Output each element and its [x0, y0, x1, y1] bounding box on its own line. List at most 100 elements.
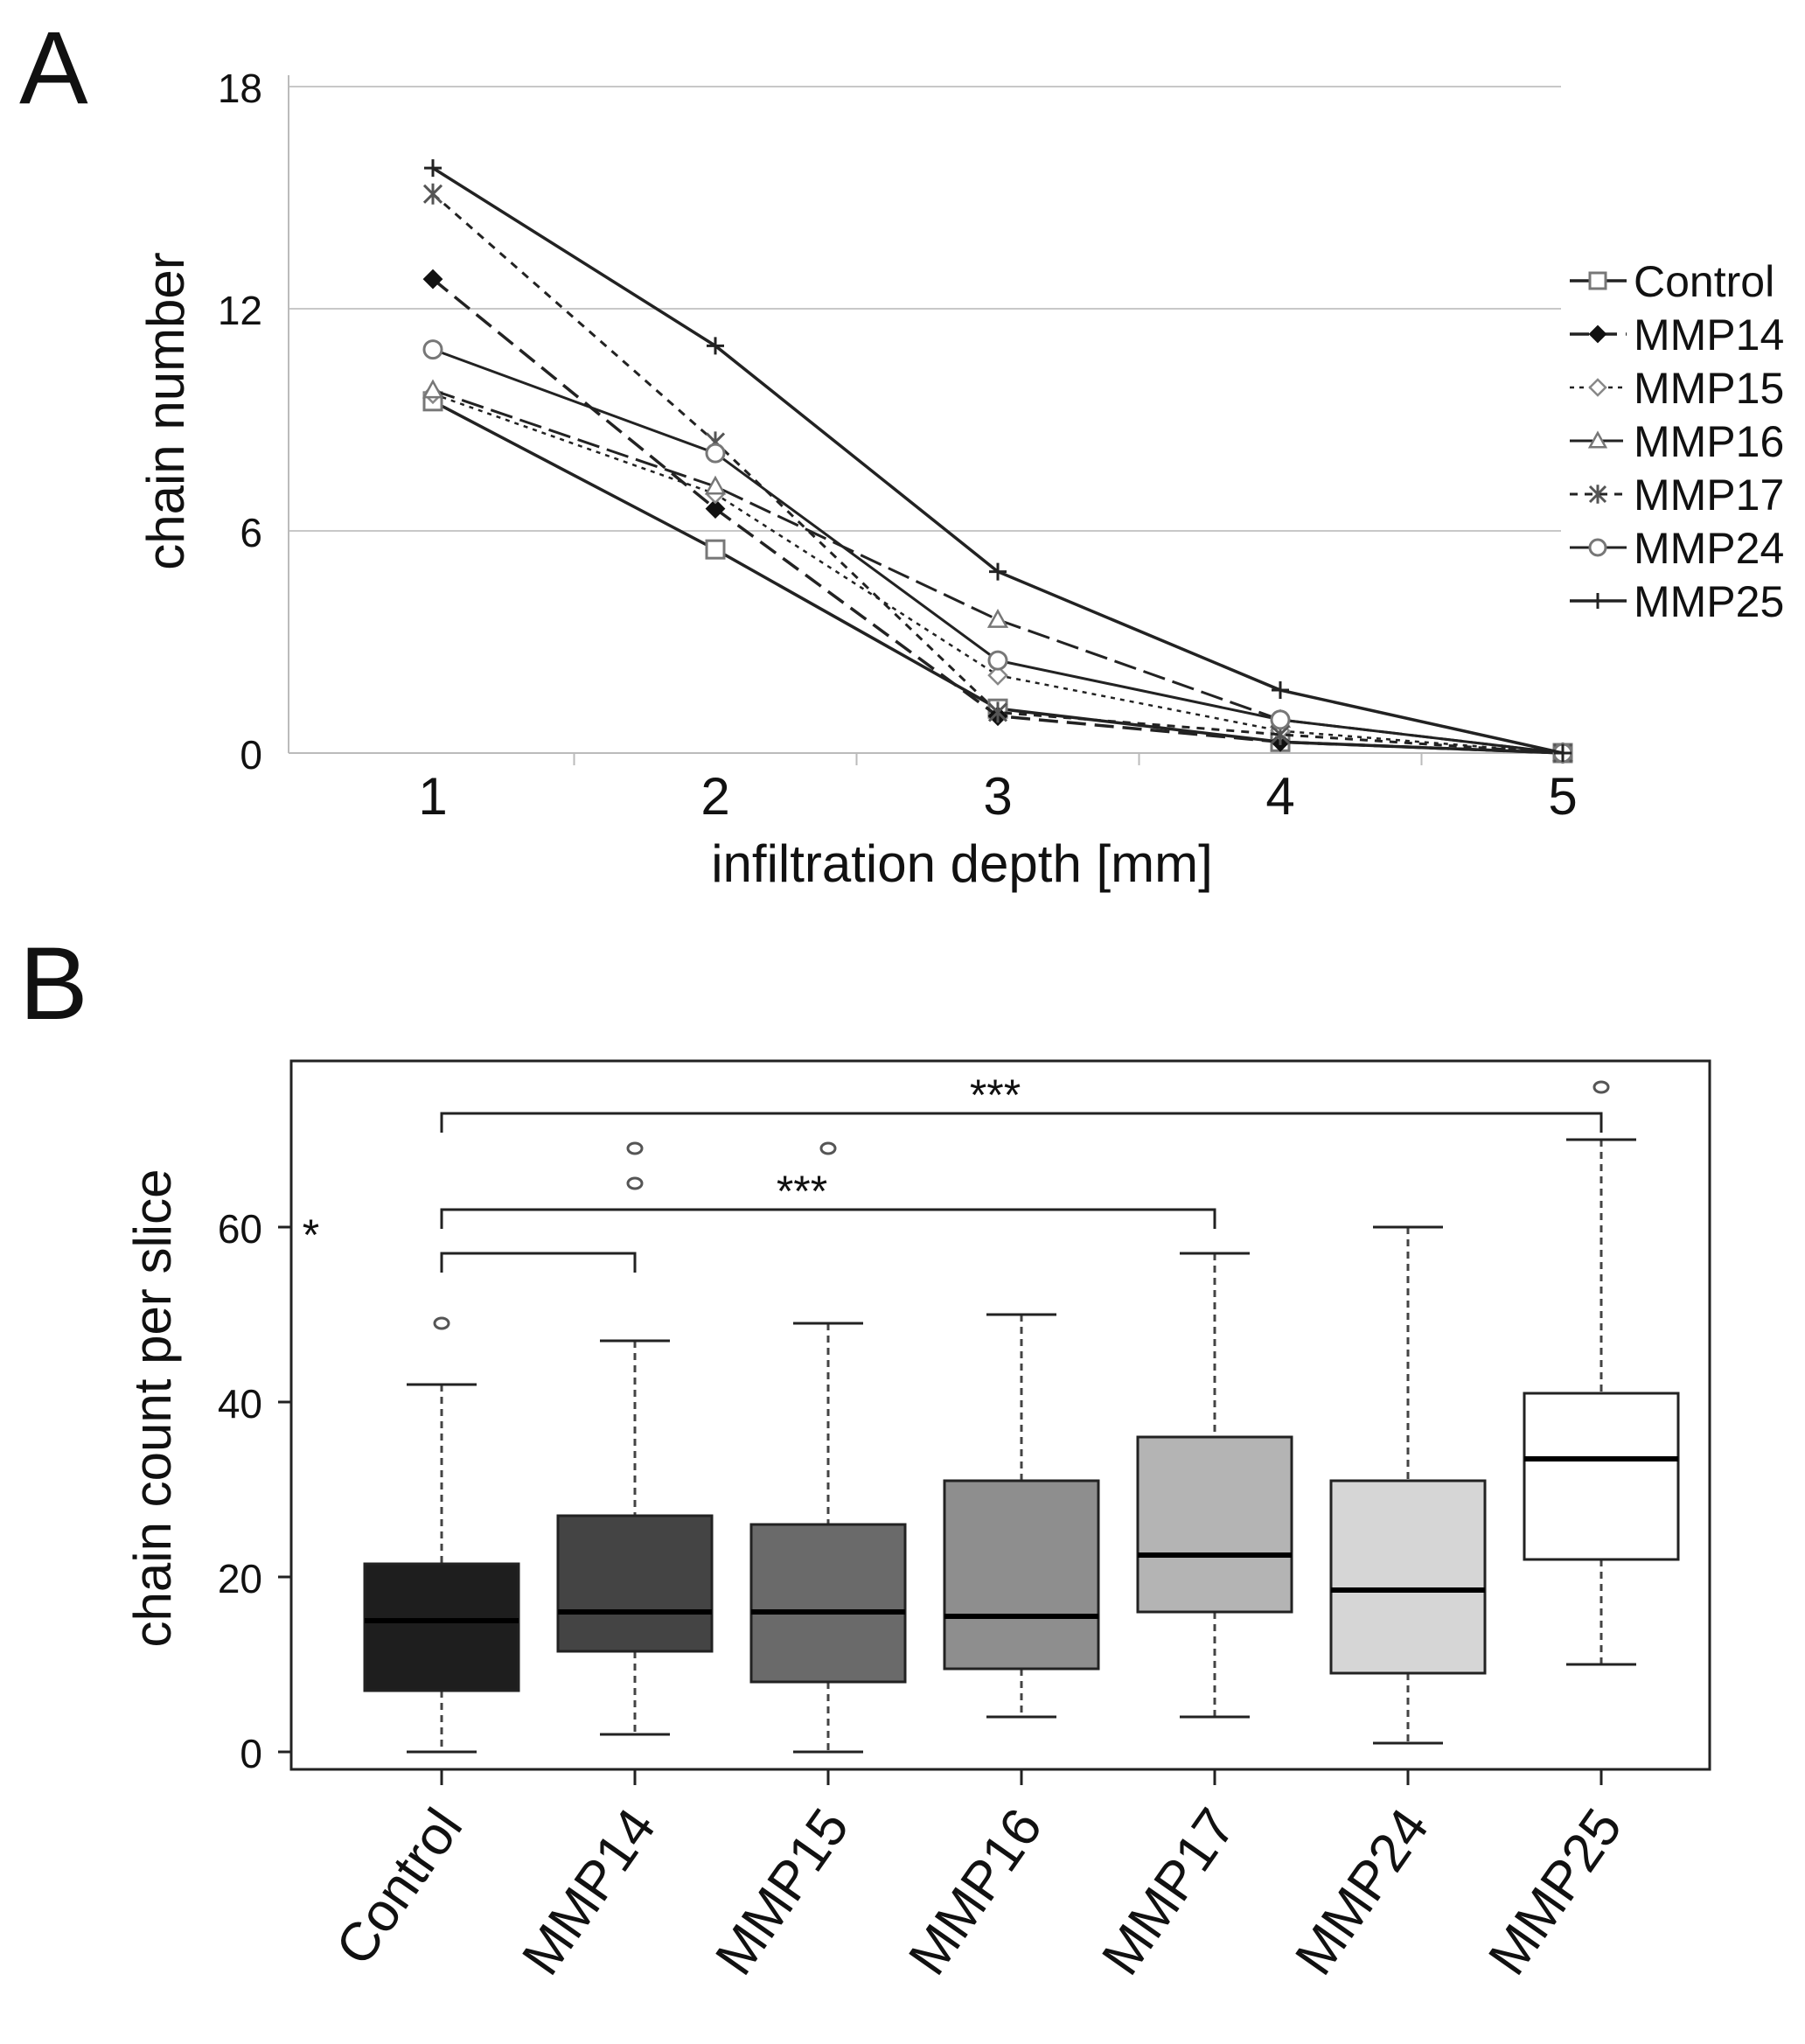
star-marker [1588, 485, 1607, 504]
filled-diamond-marker [422, 269, 443, 290]
box-mmp16 [943, 1313, 1100, 1785]
box-control [363, 1316, 520, 1785]
x-tick-label: MMP15 [704, 1798, 861, 1986]
y-tick-label: 60 [218, 1206, 262, 1252]
series-mmp24 [422, 339, 1573, 764]
box-mmp25 [1523, 1080, 1680, 1785]
x-tick-labels: 1 2 3 4 5 [418, 767, 1577, 826]
series-line [432, 348, 1564, 755]
legend-item: MMP17 [1570, 471, 1784, 520]
plus-marker [424, 159, 442, 178]
legend-label: MMP25 [1634, 577, 1784, 626]
x-tick-label: 4 [1265, 767, 1294, 826]
legend-item: MMP14 [1570, 310, 1784, 359]
y-axis-label: chain number [136, 252, 195, 570]
star-marker [422, 183, 443, 205]
iqr-box [1136, 1435, 1293, 1614]
outlier-point [819, 1141, 837, 1155]
significance-label: *** [777, 1167, 827, 1216]
box-mmp24 [1329, 1225, 1487, 1785]
x-tick-label: MMP25 [1477, 1798, 1634, 1986]
iqr-box [1329, 1479, 1487, 1675]
bracket-line [440, 1208, 1216, 1229]
box-mmp15 [749, 1141, 907, 1785]
triangle-marker [422, 379, 444, 399]
x-tick-label: 5 [1548, 767, 1577, 826]
significance-brackets: ******* [303, 1071, 1603, 1273]
legend-label: MMP15 [1634, 364, 1784, 413]
gridlines [289, 86, 1561, 532]
y-tick-label: 20 [218, 1556, 262, 1601]
filled-diamond-marker [1588, 324, 1607, 344]
star-marker [987, 701, 1008, 723]
legend-item: MMP24 [1570, 524, 1784, 573]
x-tick-label: MMP24 [1284, 1798, 1440, 1986]
series-line [432, 388, 1564, 755]
y-tick-label: 12 [218, 288, 262, 333]
circle-marker [1588, 538, 1607, 557]
legend-label: MMP24 [1634, 524, 1784, 573]
legend-label: MMP17 [1634, 471, 1784, 520]
outlier-point [1592, 1080, 1610, 1094]
square-marker [1588, 271, 1607, 290]
plus-marker [707, 337, 724, 355]
significance-bracket: *** [440, 1167, 1216, 1229]
panel-b-label: B [19, 926, 88, 1042]
x-tick-label: MMP17 [1091, 1798, 1247, 1986]
diamond-marker [987, 665, 1008, 686]
circle-marker [987, 650, 1008, 671]
significance-label: *** [970, 1071, 1021, 1120]
x-axis-label: infiltration depth [mm] [711, 834, 1213, 893]
outlier-point [626, 1141, 644, 1155]
legend-item: Control [1570, 257, 1774, 306]
series-mmp25 [424, 159, 1572, 762]
outlier-point [433, 1316, 450, 1330]
circle-marker [705, 443, 726, 464]
panel-a-label: A [19, 10, 88, 126]
iqr-box [943, 1479, 1100, 1671]
outlier-point [626, 1176, 644, 1190]
filled-diamond-marker [705, 499, 726, 520]
axes [288, 75, 1561, 765]
y-tick-label: 0 [240, 1731, 262, 1776]
triangle-marker [704, 475, 727, 495]
legend-item: MMP25 [1570, 577, 1784, 626]
x-tick-label: Control [324, 1798, 474, 1976]
triangle-marker [986, 609, 1009, 628]
bracket-line [440, 1252, 637, 1273]
plus-marker [1272, 681, 1289, 700]
legend-item: MMP16 [1570, 417, 1784, 466]
y-tick-label: 6 [240, 510, 262, 555]
x-tick-label: MMP16 [897, 1798, 1054, 1986]
legend-label: MMP16 [1634, 417, 1784, 466]
iqr-box [556, 1514, 714, 1653]
y-axis-label: chain count per slice [123, 1169, 182, 1648]
plot-frame [289, 1059, 1711, 1771]
x-tick-labels: Control MMP14 MMP15 MMP16 MMP17 MMP24 MMP25 [324, 1798, 1634, 1986]
legend-label: Control [1634, 257, 1774, 306]
circle-marker [422, 339, 443, 360]
x-tick-label: MMP14 [511, 1798, 667, 1986]
x-tick-label: 2 [700, 767, 729, 826]
box-mmp17 [1136, 1252, 1293, 1785]
legend-label: MMP14 [1634, 310, 1784, 359]
x-tick-label: 1 [418, 767, 447, 826]
box-mmp14 [556, 1141, 714, 1785]
square-marker [705, 539, 726, 560]
iqr-box [749, 1523, 907, 1684]
legend-item: MMP15 [1570, 364, 1784, 413]
y-tick-label: 40 [218, 1381, 262, 1427]
iqr-box [1523, 1392, 1680, 1561]
iqr-box [363, 1562, 520, 1692]
significance-bracket: *** [440, 1071, 1603, 1133]
y-ticks: 0 20 40 60 [218, 1206, 291, 1776]
significance-bracket: * [303, 1210, 637, 1273]
boxes [363, 1080, 1680, 1785]
bracket-line [440, 1112, 1603, 1133]
diamond-marker [1588, 378, 1607, 397]
plus-marker [989, 562, 1007, 581]
significance-label: * [303, 1210, 319, 1259]
